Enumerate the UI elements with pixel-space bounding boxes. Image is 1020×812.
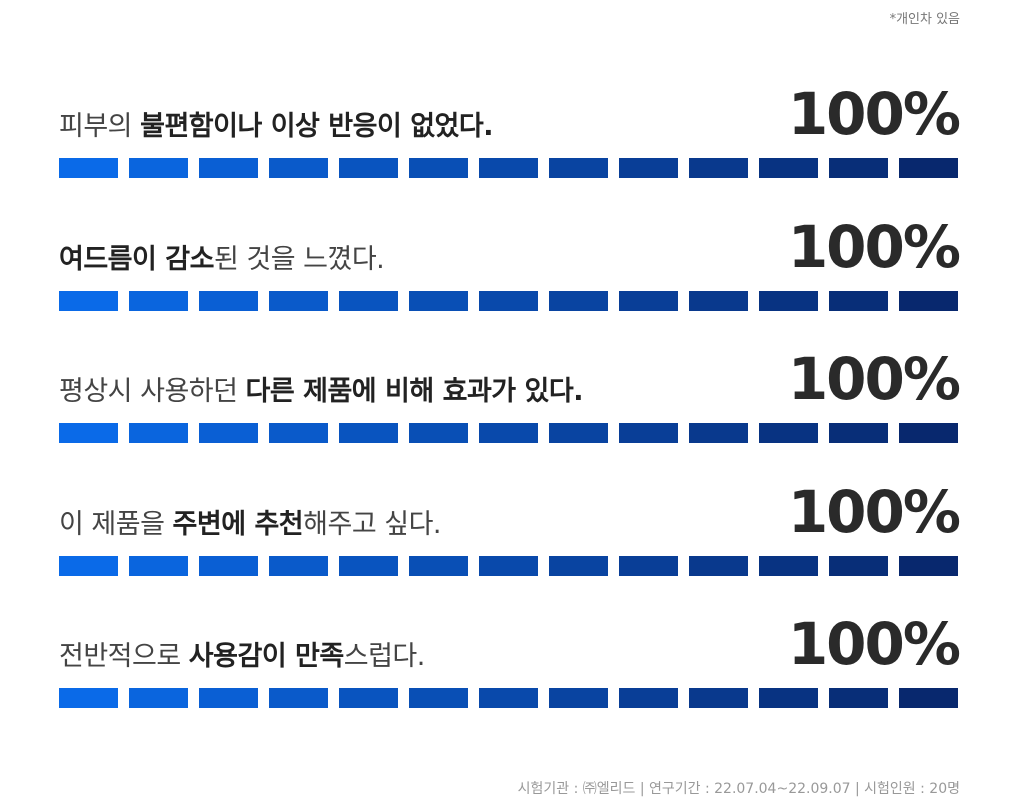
item-label: 전반적으로 사용감이 만족스럽다. <box>59 634 425 673</box>
bar-segment <box>829 158 888 178</box>
bar-segment <box>479 555 538 576</box>
item-label: 여드름이 감소된 것을 느꼈다. <box>59 237 385 276</box>
bar-segment <box>689 158 748 178</box>
bar-segment <box>479 688 538 708</box>
note: *개인차 있음 <box>889 12 960 27</box>
bar-segment <box>409 158 468 178</box>
bar-segment <box>59 158 118 178</box>
item-label: 피부의 불편함이나 이상 반응이 없었다. <box>59 104 493 143</box>
bar-segment <box>199 423 258 443</box>
bar-segment <box>199 555 258 576</box>
text: 전반적으로 <box>59 641 189 672</box>
survey-item: 평상시 사용하던 다른 제품에 비해 효과가 있다. 100% <box>59 345 961 497</box>
bar-segment <box>339 555 398 576</box>
bar-segment <box>199 688 258 708</box>
bar-segment <box>899 555 958 576</box>
bar-segment <box>269 555 328 576</box>
bar-segment <box>619 555 678 576</box>
bar-segment <box>619 688 678 708</box>
bar-segment <box>829 290 888 311</box>
footer: 시험기관 : ㈜엘리드 | 연구기간 : 22.07.04~22.09.07 |… <box>517 781 960 797</box>
survey-item: 여드름이 감소된 것을 느꼈다. 100% <box>59 213 961 365</box>
bar-segment <box>129 555 188 576</box>
bar-segment <box>689 423 748 443</box>
bar-segment <box>759 423 818 443</box>
bar-segment <box>199 158 258 178</box>
bar-segment <box>339 688 398 708</box>
bar-segment <box>129 290 188 311</box>
bar-segment <box>129 688 188 708</box>
bar-segment <box>829 423 888 443</box>
bold-text: 여드름이 감소 <box>59 243 214 275</box>
bar-segment <box>129 158 188 178</box>
bar-segment <box>129 423 188 443</box>
bar-segment <box>549 158 608 178</box>
text: 평상시 사용하던 <box>59 376 246 407</box>
bar-segment <box>479 158 538 178</box>
bar-segment <box>899 158 958 178</box>
bar-segment <box>339 158 398 178</box>
survey-item: 이 제품을 주변에 추천해주고 싶다. 100% <box>59 478 961 630</box>
text: 해주고 싶다. <box>303 508 442 540</box>
bar-segment <box>59 423 118 443</box>
percentage: 100% <box>787 477 961 546</box>
percentage: 100% <box>787 345 961 413</box>
item-label: 이 제품을 주변에 추천해주고 싶다. <box>59 502 442 541</box>
bar-segment <box>759 688 818 708</box>
bar-segment <box>759 555 818 576</box>
survey-item: 피부의 불편함이나 이상 반응이 없었다. 100% <box>59 80 961 232</box>
bar-segment <box>549 555 608 576</box>
bar-segment <box>479 290 538 311</box>
bar-segment <box>269 158 328 178</box>
text: 스럽다. <box>343 641 426 672</box>
bar-segment <box>479 423 538 443</box>
percentage: 100% <box>787 212 961 281</box>
text: 피부의 <box>59 111 141 142</box>
bar-segment <box>269 423 328 443</box>
bar-segment <box>619 423 678 443</box>
bar-segment <box>269 290 328 311</box>
item-label: 평상시 사용하던 다른 제품에 비해 효과가 있다. <box>59 369 583 408</box>
bar-segment <box>829 555 888 576</box>
bar-segment <box>899 423 958 443</box>
percentage: 100% <box>787 80 961 148</box>
bar-segment <box>759 158 818 178</box>
bar-segment <box>409 423 468 443</box>
bold-text: 주변에 추천 <box>172 508 304 540</box>
text: 된 것을 느꼈다. <box>213 243 385 275</box>
bar-segment <box>59 688 118 708</box>
bar-segment <box>549 688 608 708</box>
percentage: 100% <box>787 610 961 678</box>
bar-segment <box>619 158 678 178</box>
bar-segment <box>59 290 118 311</box>
survey-item: 전반적으로 사용감이 만족스럽다. 100% <box>59 610 961 762</box>
bar-segment <box>899 688 958 708</box>
bar-segment <box>759 290 818 311</box>
bar-segment <box>339 290 398 311</box>
bold-text: 불편함이나 이상 반응이 없었다. <box>140 111 493 142</box>
bar-segment <box>619 290 678 311</box>
bar-segment <box>549 423 608 443</box>
bar-segment <box>409 688 468 708</box>
text: 이 제품을 <box>59 508 173 540</box>
bar-segment <box>899 290 958 311</box>
bar-segment <box>689 290 748 311</box>
bar-segment <box>59 555 118 576</box>
bar-segment <box>409 555 468 576</box>
bar-segment <box>689 555 748 576</box>
bar-segment <box>829 688 888 708</box>
bar-segment <box>199 290 258 311</box>
bold-text: 사용감이 만족 <box>188 641 344 672</box>
bar-segment <box>409 290 468 311</box>
bar-segment <box>339 423 398 443</box>
bar-segment <box>549 290 608 311</box>
bold-text: 다른 제품에 비해 효과가 있다. <box>245 376 584 407</box>
bar-segment <box>689 688 748 708</box>
bar-segment <box>269 688 328 708</box>
